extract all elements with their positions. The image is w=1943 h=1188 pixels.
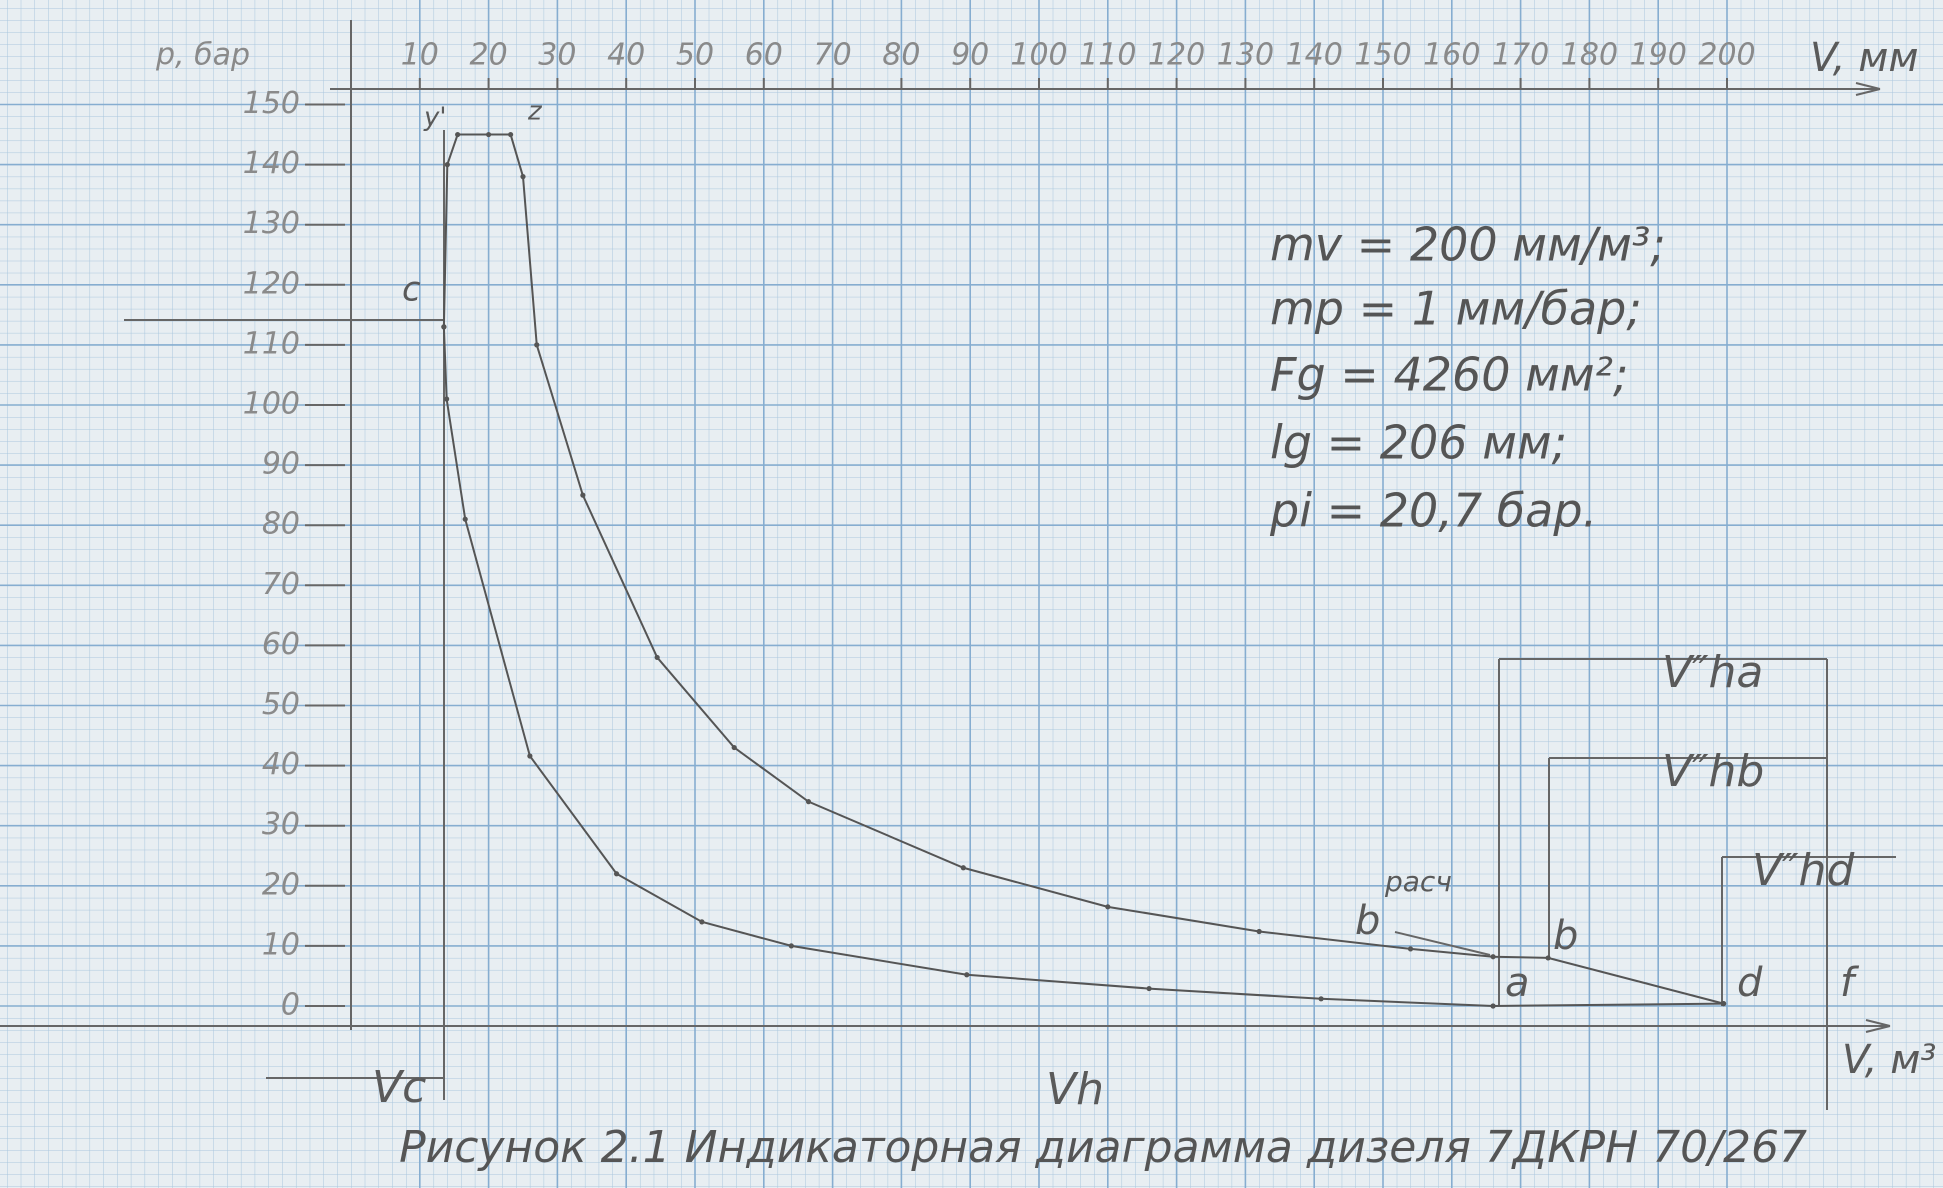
y-tick-label: 20	[262, 867, 300, 902]
y-tick-label: 150	[243, 86, 300, 121]
x-tick-label: 190	[1630, 38, 1687, 73]
point	[1490, 1003, 1495, 1008]
y-tick-label: 0	[281, 988, 300, 1023]
y-tick-label: 80	[262, 507, 300, 542]
x-label: V, мм	[1810, 35, 1919, 81]
y-tick-label: 60	[262, 627, 300, 662]
point	[1490, 954, 1495, 959]
y-tick-label: 90	[262, 447, 300, 482]
y-tick-label: 70	[262, 567, 300, 602]
x-tick-label: 150	[1354, 38, 1411, 73]
point	[806, 799, 811, 804]
x-tick-label: 90	[951, 38, 989, 73]
x-tick-label: 200	[1698, 38, 1755, 73]
parameter: mv = 200 мм/м³;	[1270, 218, 1666, 272]
x-tick-label: 30	[538, 38, 576, 73]
point	[520, 174, 525, 179]
annotation: a	[1505, 960, 1530, 1006]
x2-label: V, м³	[1842, 1037, 1936, 1083]
annotation: c	[402, 270, 421, 310]
y-label: p, бар	[155, 38, 250, 73]
x-tick-label: 140	[1286, 38, 1343, 73]
point	[1408, 946, 1413, 951]
point	[534, 342, 539, 347]
x-tick-label: 40	[607, 38, 645, 73]
x-tick-label: 10	[401, 38, 439, 73]
point	[1318, 996, 1323, 1001]
parameter: pi = 20,7 бар.	[1269, 484, 1597, 538]
y-tick-label: 50	[262, 687, 300, 722]
annotation: b	[1553, 913, 1578, 959]
parameter: mp = 1 мм/бар;	[1270, 282, 1642, 336]
point	[789, 943, 794, 948]
y-tick-label: 130	[243, 206, 300, 241]
y-tick-label: 30	[262, 807, 300, 842]
point	[508, 132, 513, 137]
annotation: V″hd	[1752, 845, 1855, 896]
annotation: b	[1355, 898, 1380, 944]
y-tick-label: 40	[262, 747, 300, 782]
annotation: расч	[1384, 865, 1452, 898]
x-tick-label: 160	[1423, 38, 1480, 73]
parameter: lg = 206 мм;	[1270, 416, 1567, 470]
point	[961, 865, 966, 870]
point	[486, 132, 491, 137]
y-tick-label: 110	[243, 326, 300, 361]
x-tick-label: 100	[1010, 38, 1067, 73]
x-tick-label: 110	[1079, 38, 1136, 73]
annotation: V″ha	[1662, 647, 1763, 698]
point	[1257, 929, 1262, 934]
annotation: Vc	[372, 1062, 426, 1113]
annotation: Vh	[1046, 1064, 1104, 1115]
point	[732, 745, 737, 750]
x-tick-label: 70	[814, 38, 852, 73]
point	[1546, 955, 1551, 960]
point	[1721, 1001, 1726, 1006]
annotation: y'	[423, 103, 447, 133]
point	[445, 162, 450, 167]
point	[699, 919, 704, 924]
point	[655, 655, 660, 660]
annotation: V″hb	[1662, 746, 1764, 797]
point	[614, 871, 619, 876]
y-tick-label: 100	[243, 387, 300, 422]
point	[455, 132, 460, 137]
y-tick-label: 120	[243, 266, 300, 301]
annotation: d	[1737, 960, 1763, 1006]
point	[1105, 904, 1110, 909]
x-tick-label: 180	[1561, 38, 1618, 73]
x-tick-label: 120	[1148, 38, 1205, 73]
x-tick-label: 80	[882, 38, 920, 73]
x-tick-label: 50	[676, 38, 714, 73]
x-tick-label: 170	[1492, 38, 1549, 73]
chart: p, бар V, мм V, м³ Рисунок 2.1 Индикатор…	[0, 0, 1943, 1188]
y-tick-label: 140	[243, 146, 300, 181]
point	[444, 396, 449, 401]
parameter: Fg = 4260 мм²;	[1270, 348, 1628, 402]
annotation: z	[527, 97, 543, 127]
point	[964, 972, 969, 977]
y-tick-label: 10	[262, 927, 300, 962]
point	[463, 517, 468, 522]
point	[1146, 986, 1151, 991]
point	[441, 324, 446, 329]
point	[580, 493, 585, 498]
x-tick-label: 20	[470, 38, 508, 73]
x-tick-label: 130	[1217, 38, 1274, 73]
point	[527, 753, 532, 758]
caption: Рисунок 2.1 Индикаторная диаграмма дизел…	[399, 1122, 1807, 1173]
x-tick-label: 60	[745, 38, 783, 73]
